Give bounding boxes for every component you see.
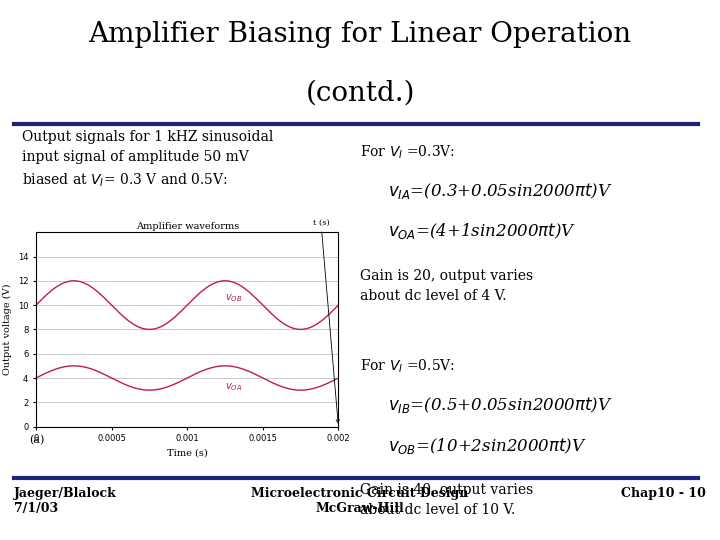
Text: Jaeger/Blalock
7/1/03: Jaeger/Blalock 7/1/03: [14, 487, 117, 515]
Text: (a): (a): [29, 435, 44, 445]
Text: $v_{OA}$=(4+1sin2000$\pi t$)V: $v_{OA}$=(4+1sin2000$\pi t$)V: [387, 221, 576, 241]
Y-axis label: Output voltage (V): Output voltage (V): [3, 284, 12, 375]
Text: (contd.): (contd.): [305, 79, 415, 106]
Text: Microelectronic Circuit Design
McGraw-Hill: Microelectronic Circuit Design McGraw-Hi…: [251, 487, 469, 515]
Text: t (s): t (s): [312, 218, 339, 423]
Text: Output signals for 1 kHZ sinusoidal
input signal of amplitude 50 mV
biased at $V: Output signals for 1 kHZ sinusoidal inpu…: [22, 130, 273, 190]
Text: Gain is 20, output varies
about dc level of 4 V.: Gain is 20, output varies about dc level…: [360, 269, 533, 302]
Title: Amplifier waveforms: Amplifier waveforms: [135, 222, 239, 232]
Text: For $V_I$ =0.3V:: For $V_I$ =0.3V:: [360, 143, 455, 160]
Text: For $V_I$ =0.5V:: For $V_I$ =0.5V:: [360, 357, 455, 375]
Text: $v_{OB}$: $v_{OB}$: [225, 292, 243, 304]
Text: Gain is 40, output varies
about dc level of 10 V.: Gain is 40, output varies about dc level…: [360, 483, 534, 517]
Text: $v_{OB}$=(10+2sin2000$\pi t$)V: $v_{OB}$=(10+2sin2000$\pi t$)V: [387, 436, 587, 456]
Text: $v_{OA}$: $v_{OA}$: [225, 381, 243, 393]
Text: Amplifier Biasing for Linear Operation: Amplifier Biasing for Linear Operation: [89, 21, 631, 48]
Text: $v_{IA}$=(0.3+0.05sin2000$\pi t$)V: $v_{IA}$=(0.3+0.05sin2000$\pi t$)V: [387, 180, 613, 201]
Text: $v_{IB}$=(0.5+0.05sin2000$\pi t$)V: $v_{IB}$=(0.5+0.05sin2000$\pi t$)V: [387, 395, 613, 415]
X-axis label: Time (s): Time (s): [167, 449, 207, 458]
Text: Chap10 - 10: Chap10 - 10: [621, 487, 706, 500]
